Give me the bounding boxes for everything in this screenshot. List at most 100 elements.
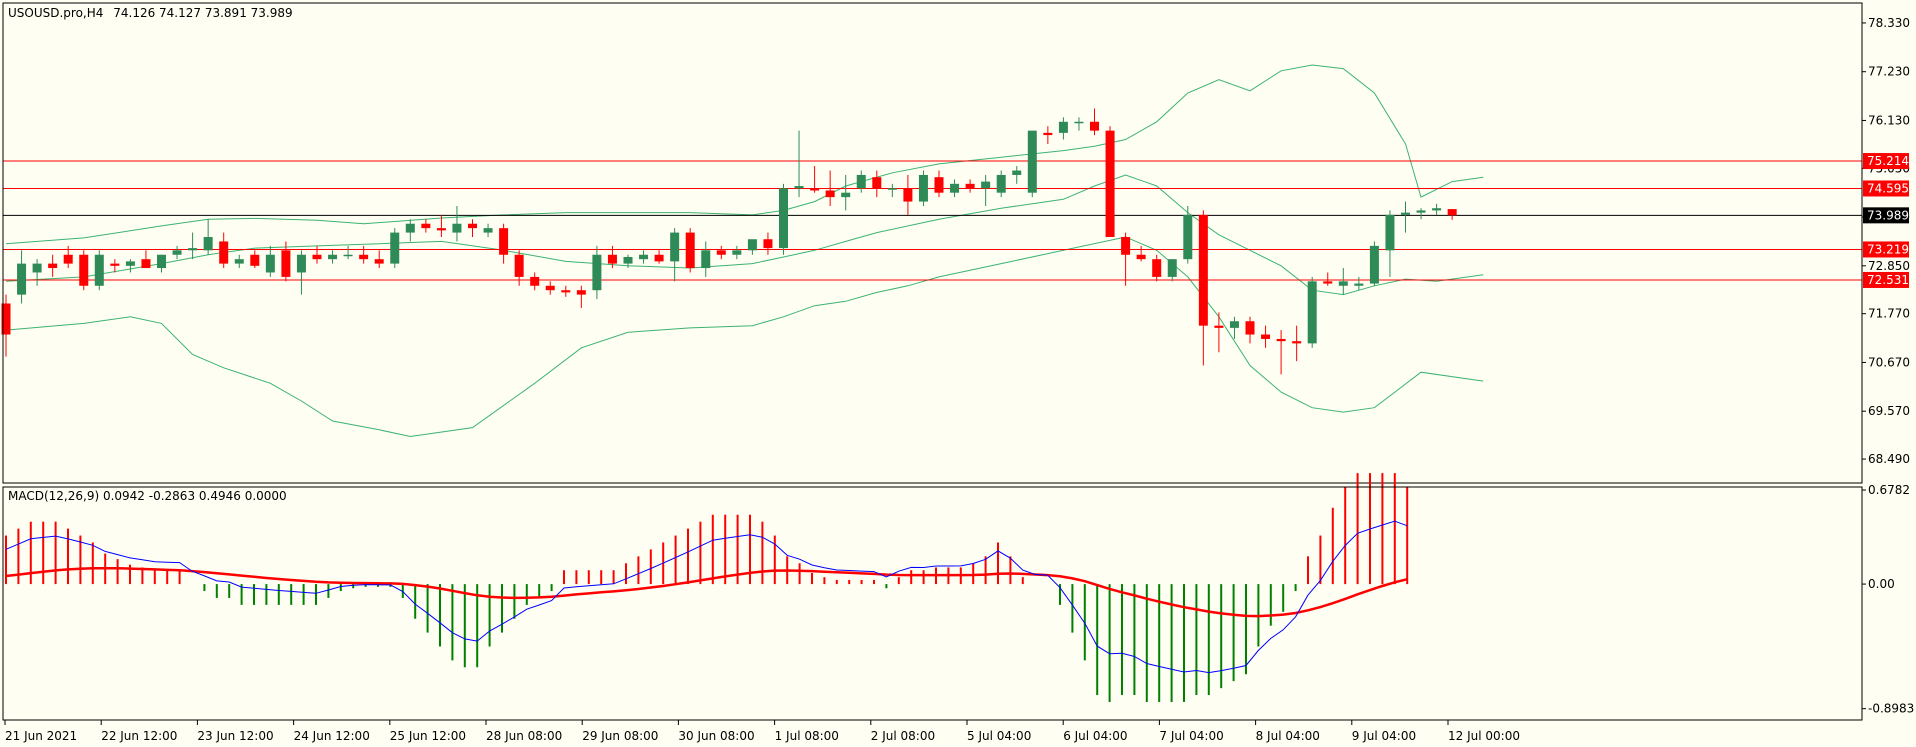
chart-header: USOUSD.pro,H4 74.126 74.127 73.891 73.98…: [8, 6, 293, 20]
price-pane-frame: [2, 2, 1863, 484]
candlestick: [219, 232, 229, 269]
candle-body: [670, 232, 680, 262]
candle-body: [872, 177, 882, 189]
candlestick: [872, 170, 882, 198]
candle-body: [1121, 237, 1131, 255]
candlestick: [1214, 312, 1224, 353]
candlestick: [1292, 325, 1302, 362]
candle-body: [219, 241, 229, 264]
candle-body: [1136, 254, 1146, 260]
candlestick: [234, 254, 244, 269]
candlestick: [950, 179, 960, 198]
candlestick: [670, 228, 680, 282]
candlestick: [794, 130, 804, 198]
candlestick: [48, 254, 58, 277]
candle-body: [841, 192, 851, 198]
price-tick-label: 69.570: [1868, 404, 1910, 418]
candle-body: [1105, 130, 1115, 238]
candle-body: [1432, 208, 1442, 211]
candlestick: [1074, 117, 1084, 131]
candlestick: [934, 170, 944, 198]
candlestick: [1385, 210, 1395, 277]
candle-body: [1198, 214, 1208, 326]
time-tick-label: 7 Jul 04:00: [1159, 729, 1223, 743]
candlestick: [1012, 166, 1022, 184]
candle-body: [234, 259, 244, 264]
candle-body: [1307, 281, 1317, 344]
candlestick: [1401, 201, 1410, 233]
candlestick: [359, 245, 369, 264]
candle-body: [1276, 338, 1286, 342]
candle-body: [716, 250, 726, 255]
candlestick: [125, 259, 135, 273]
macd-lines: [5, 520, 1408, 674]
level-badge-label: 72.531: [1867, 273, 1909, 287]
candle-body: [934, 177, 944, 193]
price-axis[interactable]: 78.33077.23076.13075.05073.95072.85071.7…: [1862, 16, 1910, 466]
time-tick-label: 6 Jul 04:00: [1063, 729, 1127, 743]
candlestick: [1354, 276, 1364, 291]
candle-body: [856, 174, 866, 189]
candlestick: [1058, 117, 1068, 140]
candle-body: [48, 263, 58, 269]
candle-body: [1401, 212, 1410, 215]
time-tick-label: 25 Jun 12:00: [390, 729, 466, 743]
candle-body: [779, 188, 788, 249]
candlestick: [701, 241, 711, 277]
candlestick: [685, 228, 695, 273]
candlestick: [887, 183, 897, 198]
candlestick: [1167, 259, 1177, 282]
candle-body: [1214, 325, 1224, 328]
candle-body: [1323, 281, 1333, 284]
price-tick-label: 77.230: [1868, 65, 1910, 79]
candlestick: [545, 281, 555, 295]
candle-body: [281, 250, 291, 277]
candlestick: [530, 272, 540, 291]
candlestick: [405, 219, 415, 242]
candle-body: [918, 174, 928, 202]
candlestick: [1183, 205, 1193, 264]
candle-body: [903, 188, 913, 202]
candle-body: [1354, 283, 1364, 286]
macd-pane[interactable]: MACD(12,26,9) 0.0942 -0.2863 0.4946 0.00…: [2, 473, 1863, 721]
candle-body: [1167, 259, 1177, 277]
time-axis[interactable]: 21 Jun 2021 22 Jun 12:00 23 Jun 12:00 24 Ju…: [4, 720, 1520, 743]
candle-body: [157, 254, 166, 269]
candlestick: [1416, 208, 1426, 220]
candlestick: [856, 170, 866, 193]
candlestick: [1090, 108, 1099, 136]
candle-body: [545, 285, 555, 291]
macd-main-line: [5, 520, 1408, 674]
candle-body: [623, 256, 633, 264]
candle-body: [468, 223, 477, 229]
candlestick: [172, 245, 182, 260]
candlestick: [452, 205, 462, 242]
price-pane[interactable]: USOUSD.pro,H4 74.126 74.127 73.891 73.98…: [1, 2, 1863, 484]
candle-body: [794, 186, 804, 189]
candlestick: [32, 259, 42, 286]
candle-body: [950, 183, 960, 193]
time-tick-label: 29 Jun 08:00: [582, 729, 658, 743]
candlestick: [1229, 316, 1239, 339]
candle-body: [1183, 214, 1193, 260]
candle-body: [607, 254, 617, 264]
candle-body: [265, 254, 275, 273]
candlestick: [281, 241, 291, 282]
candlestick: [1198, 210, 1208, 366]
candlestick: [328, 250, 338, 264]
time-tick-label: 24 Jun 12:00: [294, 729, 370, 743]
candlestick: [421, 219, 431, 233]
bollinger-middle-band: [5, 174, 1484, 296]
symbol-label: USOUSD.pro,H4: [8, 6, 103, 20]
candle-body: [701, 250, 711, 269]
candlestick: [965, 179, 975, 193]
candle-body: [1245, 321, 1255, 335]
candle-body: [203, 237, 213, 251]
candlestick: [1121, 232, 1131, 286]
candle-body: [747, 239, 757, 251]
candlestick: [1105, 126, 1115, 238]
candle-body: [188, 248, 198, 251]
candlestick: [110, 259, 120, 273]
macd-tick-label: 0.6782: [1868, 483, 1910, 497]
candlestick: [312, 245, 322, 264]
